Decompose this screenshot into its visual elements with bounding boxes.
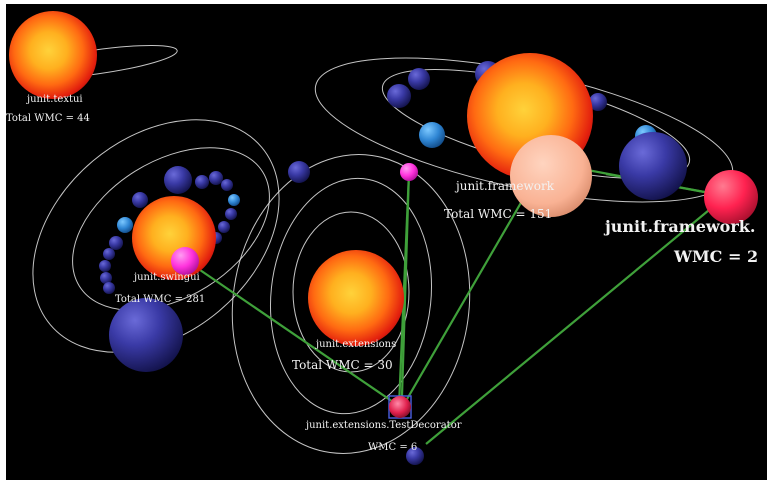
class-metric-testdecorator: WMC = 6 (368, 442, 417, 453)
package-swingui[interactable] (99, 166, 240, 372)
sun-sphere-textui (9, 11, 97, 99)
package-metric-swingui: Total WMC = 281 (115, 294, 205, 305)
package-framework[interactable] (387, 53, 758, 224)
labels: junit.textui Total WMC = 44 junit.swingu… (6, 94, 758, 453)
package-metric-textui: Total WMC = 44 (6, 113, 90, 124)
class-name-testdecorator: junit.extensions.TestDecorator (305, 420, 462, 431)
sun-sphere-extensions (308, 250, 404, 346)
link-extensions-decorator-2 (400, 171, 411, 397)
class-metric-framework-focus: WMC = 2 (673, 247, 758, 266)
class-sphere-framework-large (619, 132, 687, 200)
package-name-framework: junit.framework (454, 179, 555, 193)
link-framework-class-wmc (425, 195, 727, 445)
package-name-swingui: junit.swingui (133, 272, 200, 283)
visualization-viewport[interactable]: junit.textui Total WMC = 44 junit.swingu… (6, 4, 767, 480)
highlight-class-magenta (171, 247, 199, 275)
highlight-class-red (704, 170, 758, 224)
package-metric-extensions: Total WMC = 30 (292, 358, 393, 372)
package-textui[interactable] (9, 11, 97, 99)
package-metric-framework: Total WMC = 151 (444, 207, 552, 221)
package-name-extensions: junit.extensions (315, 339, 396, 350)
highlight-class-magenta-small (400, 163, 418, 181)
class-sphere-testdecorator (389, 396, 411, 418)
link-swingui-decorator (180, 256, 400, 407)
highlight-class-peach (510, 135, 592, 217)
solar-system-scene[interactable]: junit.textui Total WMC = 44 junit.swingu… (6, 4, 767, 480)
class-sphere-large (109, 298, 183, 372)
package-extensions[interactable] (288, 161, 424, 465)
package-name-textui: junit.textui (26, 94, 83, 105)
class-sphere-small-bottom (406, 447, 424, 465)
class-name-framework-focus: junit.framework. (603, 217, 755, 236)
link-framework-decorator (402, 193, 527, 407)
